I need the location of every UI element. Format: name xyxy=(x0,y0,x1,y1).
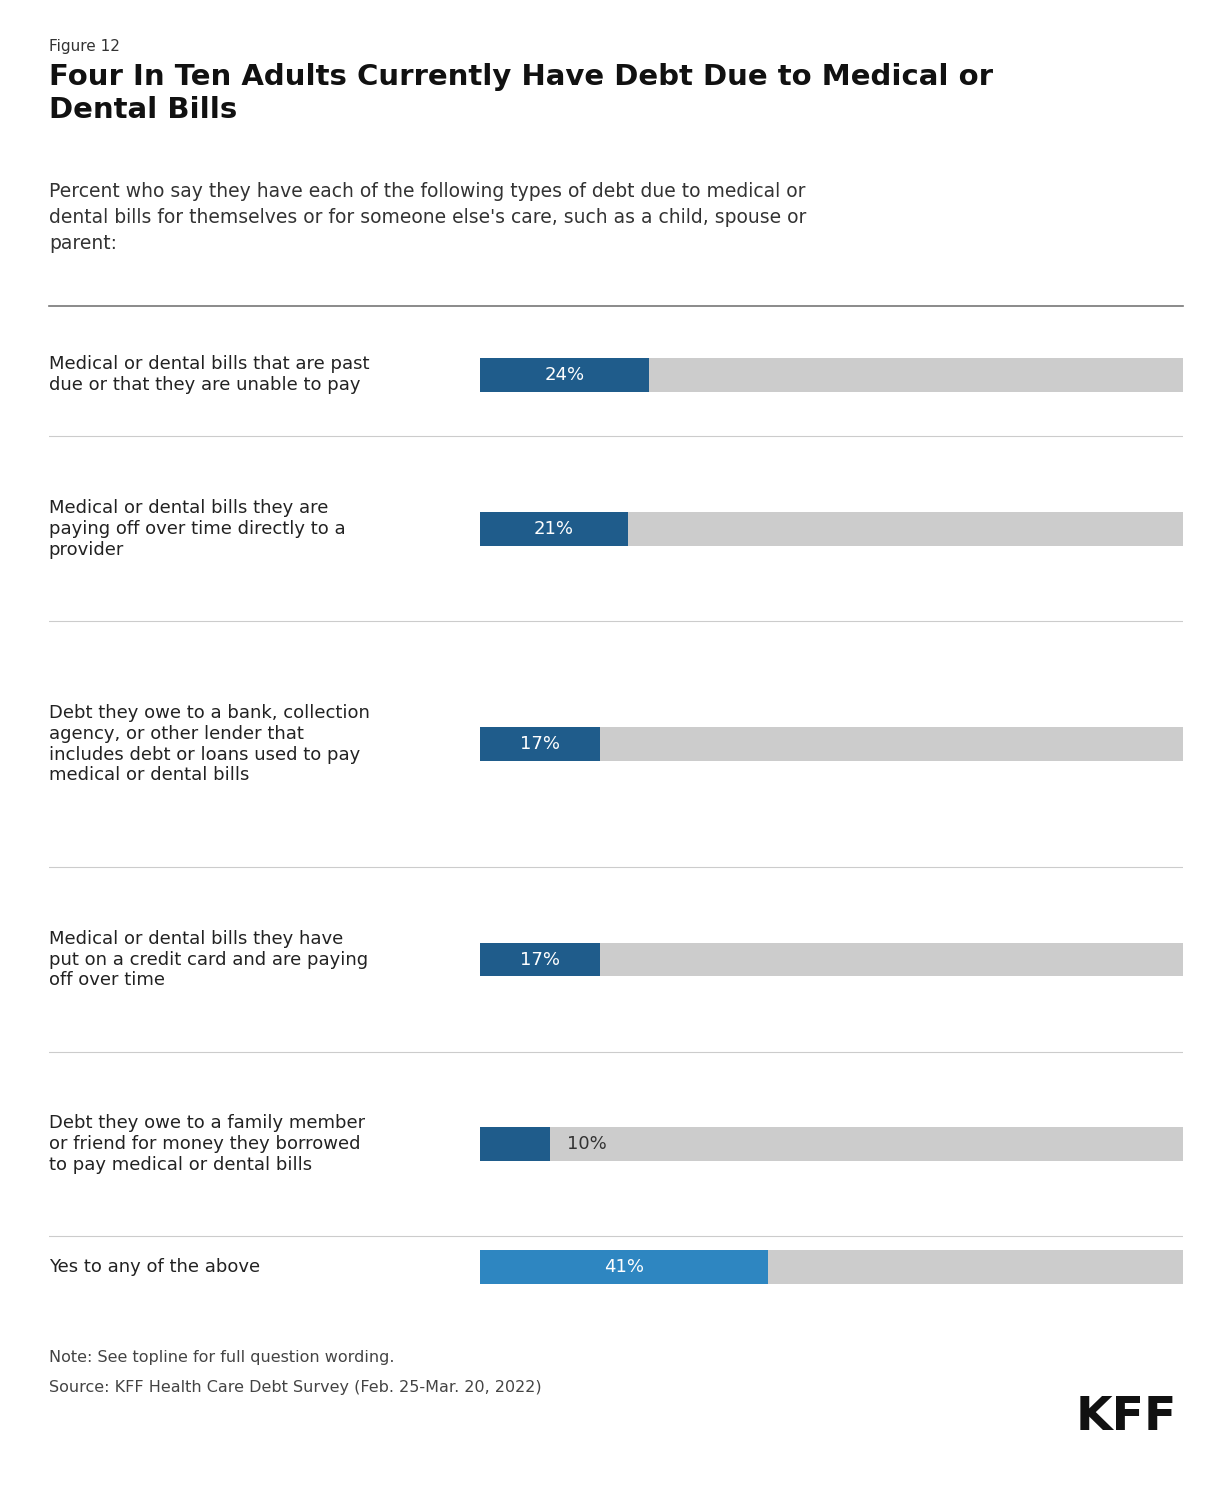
Text: Figure 12: Figure 12 xyxy=(49,39,120,54)
Text: Yes to any of the above: Yes to any of the above xyxy=(49,1258,260,1276)
Text: Medical or dental bills they have
put on a credit card and are paying
off over t: Medical or dental bills they have put on… xyxy=(49,930,368,989)
Text: Medical or dental bills they are
paying off over time directly to a
provider: Medical or dental bills they are paying … xyxy=(49,498,345,558)
Text: Debt they owe to a family member
or friend for money they borrowed
to pay medica: Debt they owe to a family member or frie… xyxy=(49,1115,365,1174)
Bar xyxy=(479,943,599,976)
Text: 17%: 17% xyxy=(520,736,560,753)
Text: Medical or dental bills that are past
due or that they are unable to pay: Medical or dental bills that are past du… xyxy=(49,355,370,394)
Text: Source: KFF Health Care Debt Survey (Feb. 25-Mar. 20, 2022): Source: KFF Health Care Debt Survey (Feb… xyxy=(49,1380,542,1395)
Text: 21%: 21% xyxy=(534,519,573,537)
Text: 24%: 24% xyxy=(544,366,584,383)
Bar xyxy=(479,512,1183,546)
Text: Debt they owe to a bank, collection
agency, or other lender that
includes debt o: Debt they owe to a bank, collection agen… xyxy=(49,704,370,785)
Text: 41%: 41% xyxy=(604,1258,644,1276)
Bar xyxy=(479,727,599,761)
Bar xyxy=(479,1250,769,1285)
Bar xyxy=(479,512,627,546)
Text: Four In Ten Adults Currently Have Debt Due to Medical or
Dental Bills: Four In Ten Adults Currently Have Debt D… xyxy=(49,63,993,124)
Text: Percent who say they have each of the following types of debt due to medical or
: Percent who say they have each of the fo… xyxy=(49,182,806,252)
Bar xyxy=(479,358,649,392)
Text: 17%: 17% xyxy=(520,950,560,968)
Text: Note: See topline for full question wording.: Note: See topline for full question word… xyxy=(49,1350,394,1365)
Bar xyxy=(479,1128,550,1161)
Bar xyxy=(479,1128,1183,1161)
Text: 10%: 10% xyxy=(567,1135,608,1153)
Text: KFF: KFF xyxy=(1076,1395,1177,1440)
Bar xyxy=(479,358,1183,392)
Bar xyxy=(479,1250,1183,1285)
Bar xyxy=(479,943,1183,976)
Bar xyxy=(479,727,1183,761)
